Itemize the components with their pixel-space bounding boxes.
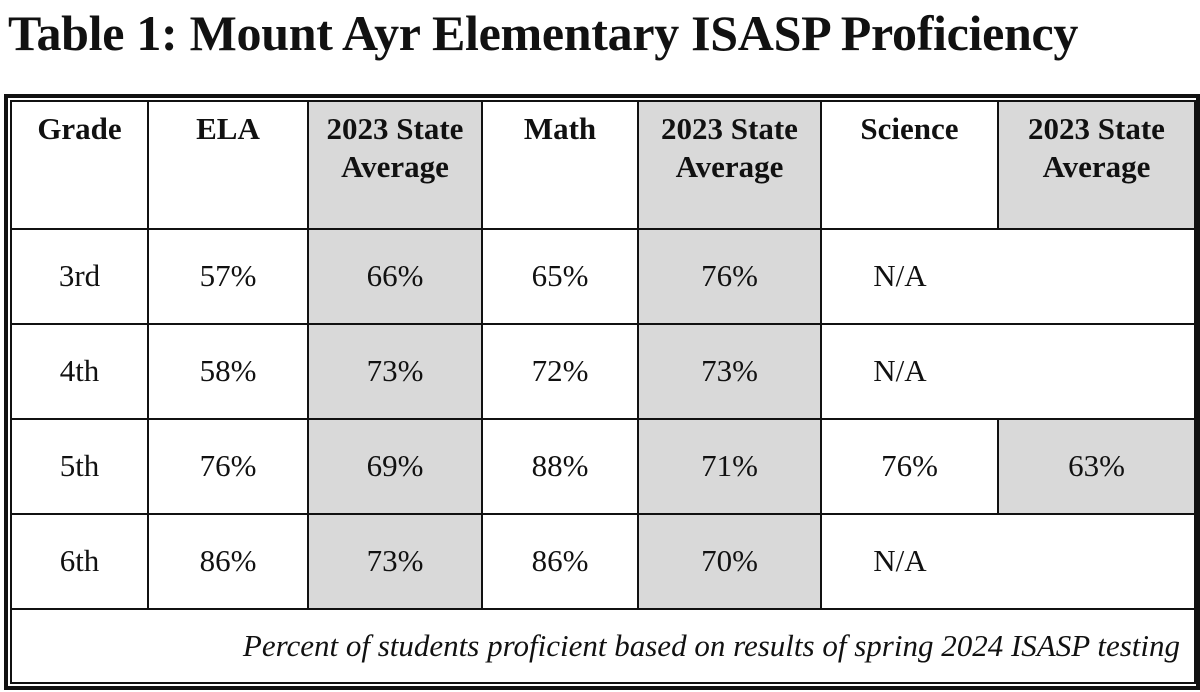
value-cell: 69% bbox=[307, 417, 483, 515]
data-row: 4th 58% 73% 72% 73% N/A bbox=[10, 322, 1196, 420]
footnote: Percent of students proficient based on … bbox=[10, 607, 1196, 685]
column-header: Science bbox=[820, 100, 999, 230]
data-row: 6th 86% 73% 86% 70% N/A bbox=[10, 512, 1196, 610]
empty-cell bbox=[998, 228, 1196, 325]
table: Grade ELA 2023 State Average Math 2023 State… bbox=[10, 100, 1196, 685]
value-cell: 70% bbox=[637, 512, 822, 610]
column-header: 2023 State Average bbox=[637, 100, 822, 230]
value-cell: N/A bbox=[820, 228, 998, 325]
grade-cell: 6th bbox=[10, 512, 149, 610]
value-cell: 86% bbox=[147, 512, 309, 610]
value-cell: N/A bbox=[820, 322, 998, 420]
value-cell: 73% bbox=[307, 322, 483, 420]
column-header: Grade bbox=[10, 100, 149, 230]
value-cell: 76% bbox=[147, 417, 309, 515]
column-header: 2023 State Average bbox=[997, 100, 1196, 230]
table-body: 3rd 57% 66% 65% 76% N/A 4th 58% 73% 72% 73% N/A 5th 7… bbox=[10, 228, 1196, 685]
header-row: Grade ELA 2023 State Average Math 2023 State… bbox=[10, 100, 1196, 230]
value-cell: 72% bbox=[481, 322, 639, 420]
empty-cell bbox=[998, 512, 1196, 610]
value-cell: 73% bbox=[637, 322, 822, 420]
grade-cell: 3rd bbox=[10, 228, 149, 325]
data-row: 3rd 57% 66% 65% 76% N/A bbox=[10, 228, 1196, 325]
data-row: 5th 76% 69% 88% 71% 76% 63% bbox=[10, 417, 1196, 515]
value-cell: 76% bbox=[637, 228, 822, 325]
column-header: Math bbox=[481, 100, 639, 230]
value-cell: 71% bbox=[637, 417, 822, 515]
grade-cell: 5th bbox=[10, 417, 149, 515]
grade-cell: 4th bbox=[10, 322, 149, 420]
value-cell: 57% bbox=[147, 228, 309, 325]
value-cell: 58% bbox=[147, 322, 309, 420]
value-cell: 73% bbox=[307, 512, 483, 610]
value-cell: 66% bbox=[307, 228, 483, 325]
value-cell: N/A bbox=[820, 512, 998, 610]
value-cell: 88% bbox=[481, 417, 639, 515]
value-cell: 76% bbox=[820, 417, 999, 515]
value-cell: 86% bbox=[481, 512, 639, 610]
column-header: ELA bbox=[147, 100, 309, 230]
empty-cell bbox=[998, 322, 1196, 420]
column-header: 2023 State Average bbox=[307, 100, 483, 230]
table-frame: Grade ELA 2023 State Average Math 2023 State… bbox=[4, 94, 1200, 690]
value-cell: 65% bbox=[481, 228, 639, 325]
title: Table 1: Mount Ayr Elementary ISASP Prof… bbox=[8, 5, 1079, 61]
footnote-row: Percent of students proficient based on … bbox=[10, 607, 1196, 685]
value-cell: 63% bbox=[997, 417, 1196, 515]
